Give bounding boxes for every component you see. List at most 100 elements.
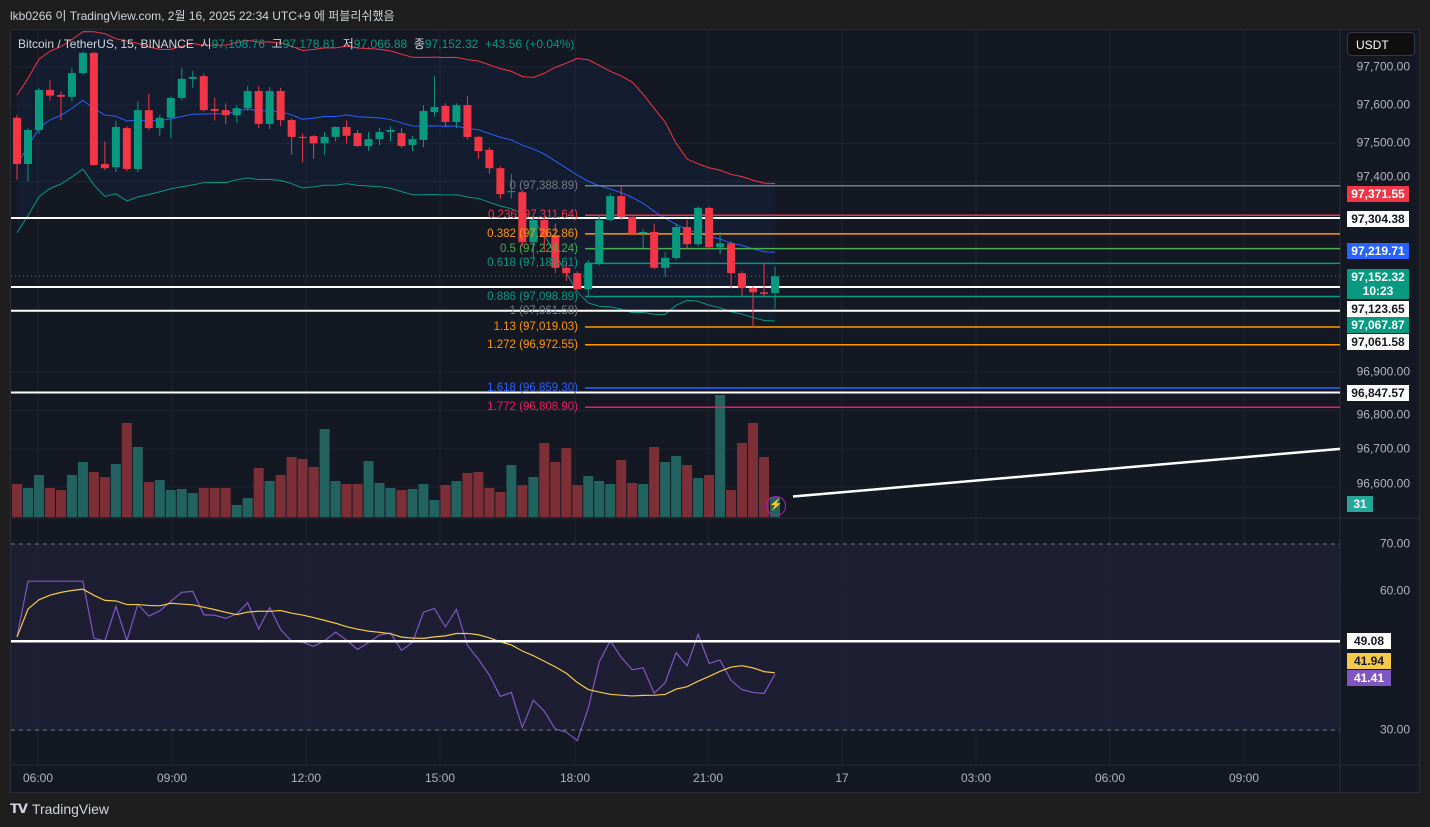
candle-body bbox=[34, 89, 43, 131]
volume-bar bbox=[649, 447, 660, 517]
candle-body bbox=[727, 243, 736, 274]
volume-bar bbox=[748, 423, 759, 517]
fib-level: 0.5 bbox=[499, 242, 516, 255]
candle-body bbox=[100, 163, 109, 169]
volume-bar bbox=[572, 485, 583, 517]
volume-bar bbox=[605, 484, 616, 517]
volume-bar bbox=[616, 460, 627, 517]
time-tick-label: 12:00 bbox=[290, 771, 322, 785]
candle-body bbox=[507, 191, 516, 193]
volume-bar bbox=[660, 462, 671, 517]
volume-bar bbox=[308, 467, 319, 517]
candle-body bbox=[243, 91, 252, 109]
fib-level: 1.618 bbox=[487, 381, 516, 394]
candle-body bbox=[375, 131, 384, 140]
volume-bar bbox=[561, 448, 572, 517]
fib-level-label: 0.5 (97,224.24) bbox=[499, 242, 578, 255]
candle-body bbox=[155, 117, 164, 129]
candle-body bbox=[496, 168, 505, 195]
candle-body bbox=[199, 76, 208, 111]
volume-bar bbox=[187, 493, 198, 517]
fib-price: 96,808.90 bbox=[522, 401, 575, 414]
volume-bar bbox=[396, 490, 407, 517]
fib-price: 96,859.30 bbox=[522, 381, 575, 394]
volume-bar bbox=[495, 492, 506, 517]
bar-countdown: 10:23 bbox=[1362, 284, 1394, 298]
price-tick-label: 96,600.00 bbox=[1356, 476, 1410, 491]
candle-body bbox=[628, 217, 637, 234]
volume-bar bbox=[66, 475, 77, 517]
candle-body bbox=[771, 276, 779, 294]
volume-bar bbox=[231, 505, 242, 517]
open-value: 97,108.76 bbox=[211, 37, 265, 51]
lightning-icon[interactable]: ⚡ bbox=[766, 496, 786, 516]
volume-bar bbox=[627, 483, 638, 517]
price-axis-tag: 97,304.38 bbox=[1347, 211, 1409, 227]
candle-body bbox=[111, 126, 120, 168]
rsi-tick-label: 60.00 bbox=[1379, 583, 1410, 597]
time-tick-label: 06:00 bbox=[22, 771, 54, 785]
candle-body bbox=[254, 91, 263, 124]
price-axis-tag: 97,219.71 bbox=[1347, 243, 1409, 259]
fib-price: 97,311.64 bbox=[523, 209, 575, 222]
fib-level: 1.13 bbox=[493, 321, 516, 333]
open-label: 시 bbox=[200, 37, 212, 51]
candle-body bbox=[551, 235, 560, 268]
price-tick-label: 96,700.00 bbox=[1356, 441, 1410, 456]
fib-price: 97,262.86 bbox=[522, 227, 575, 240]
candle-body bbox=[738, 273, 747, 289]
time-tick-label: 15:00 bbox=[424, 771, 456, 785]
fib-price: 97,098.89 bbox=[522, 290, 575, 303]
fib-price: 97,185.61 bbox=[522, 257, 575, 270]
fib-level-label: 1.13 (97,019.03) bbox=[493, 321, 578, 333]
candle-body bbox=[144, 110, 153, 129]
fib-level: 0.236 bbox=[488, 209, 517, 222]
candle-body bbox=[639, 231, 648, 234]
volume-bar bbox=[154, 480, 165, 517]
currency-button[interactable]: USDT bbox=[1347, 32, 1415, 56]
brand-name: TradingView bbox=[31, 801, 109, 817]
volume-bar bbox=[165, 490, 176, 517]
fib-level-label: 0 (97,388.89) bbox=[509, 179, 578, 192]
volume-bar bbox=[77, 462, 88, 517]
candle-body bbox=[694, 207, 703, 245]
trend-line bbox=[792, 447, 1341, 498]
volume-bar bbox=[176, 489, 187, 517]
volume-bar bbox=[88, 472, 99, 517]
volume-bar bbox=[737, 443, 748, 517]
volume-bar bbox=[198, 488, 209, 517]
candle-body bbox=[573, 273, 582, 290]
low-label: 저 bbox=[342, 37, 354, 51]
candle-body bbox=[606, 196, 615, 221]
volume-bar bbox=[110, 464, 121, 517]
volume-bar bbox=[550, 462, 561, 517]
fib-level: 1 bbox=[509, 304, 516, 317]
volume-bar bbox=[121, 423, 132, 517]
bollinger-lower-line bbox=[16, 168, 776, 322]
price-tick-label: 97,600.00 bbox=[1356, 97, 1410, 112]
candle-body bbox=[705, 207, 714, 248]
fib-level-label: 0.236 (97,311.64) bbox=[488, 209, 578, 222]
fib-price: 97,019.03 bbox=[522, 321, 575, 333]
close-label: 종 bbox=[413, 37, 425, 51]
volume-bar bbox=[715, 395, 726, 517]
volume-bar bbox=[44, 488, 55, 517]
price-axis-tag: 97,152.32 10:23 bbox=[1347, 269, 1409, 299]
candle-body bbox=[419, 110, 428, 140]
volume-bar bbox=[594, 481, 605, 517]
volume-bar bbox=[242, 498, 253, 517]
fib-level-label: 0.382 (97,262.86) bbox=[487, 227, 578, 240]
candle-body bbox=[210, 109, 219, 111]
symbol-name[interactable]: Bitcoin / TetherUS, 15, BINANCE bbox=[18, 37, 194, 51]
candle-body bbox=[397, 133, 406, 147]
volume-bar bbox=[528, 477, 539, 517]
volume-bar bbox=[12, 484, 22, 517]
candle-body bbox=[122, 128, 131, 169]
time-tick-label: 21:00 bbox=[692, 771, 724, 785]
bollinger-basis-line bbox=[16, 99, 776, 253]
rsi-tick-label: 30.00 bbox=[1379, 722, 1410, 737]
price-tick-label: 96,800.00 bbox=[1356, 407, 1410, 422]
volume-bar bbox=[275, 475, 286, 517]
candle-body bbox=[584, 264, 593, 290]
